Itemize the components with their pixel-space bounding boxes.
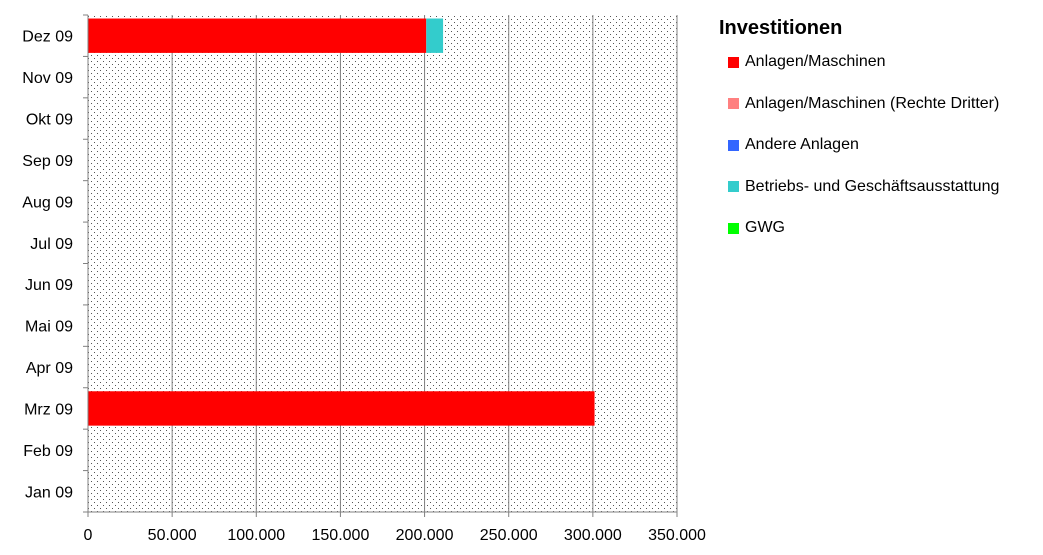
legend-swatch <box>728 139 739 151</box>
legend-item: GWG <box>719 218 1039 238</box>
legend-swatch <box>728 56 739 68</box>
x-tick-label-1: 50.000 <box>148 527 197 544</box>
legend-label: GWG <box>745 219 785 236</box>
y-tick-label-7: Aug 09 <box>22 194 73 211</box>
legend-item: Anlagen/Maschinen (Rechte Dritter) <box>719 94 1039 114</box>
y-tick-label-2: Mrz 09 <box>24 401 73 418</box>
x-tick-label-5: 250.000 <box>480 527 538 544</box>
legend-label: Anlagen/Maschinen (Rechte Dritter) <box>745 94 1000 112</box>
legend-item: Andere Anlagen <box>719 135 1039 155</box>
plot-area <box>88 15 677 512</box>
x-tick-label-2: 100.000 <box>227 527 285 544</box>
legend-swatch <box>728 98 739 109</box>
x-tick-label-0: 0 <box>84 527 93 544</box>
y-tick-label-4: Mai 09 <box>25 319 73 336</box>
x-tick-label-6: 300.000 <box>564 527 622 544</box>
y-tick-label-3: Apr 09 <box>26 360 73 377</box>
chart-legend: Investitionen Anlagen/Maschinen Anlagen/M… <box>719 17 1039 260</box>
x-tick-label-7: 350.000 <box>648 527 706 544</box>
y-tick-label-11: Dez 09 <box>22 29 73 46</box>
bar-0-2 <box>88 391 595 426</box>
bar-0-11 <box>88 18 427 53</box>
legend-title: Investitionen <box>719 17 843 39</box>
legend-swatch <box>728 222 739 234</box>
y-tick-label-8: Sep 09 <box>22 153 73 170</box>
y-tick-label-10: Nov 09 <box>22 70 73 87</box>
x-tick-label-3: 150.000 <box>312 527 370 544</box>
y-tick-label-0: Jan 09 <box>25 484 73 501</box>
legend-item: Anlagen/Maschinen <box>719 52 1039 72</box>
y-tick-label-6: Jul 09 <box>30 236 73 253</box>
y-tick-label-1: Feb 09 <box>23 443 73 460</box>
legend-item: Betriebs- und Geschäftsausstattung <box>719 177 1039 197</box>
y-tick-label-9: Okt 09 <box>26 112 73 129</box>
legend-label: Betriebs- und Geschäftsausstattung <box>745 177 1000 195</box>
legend-label: Andere Anlagen <box>745 136 859 153</box>
legend-label: Anlagen/Maschinen <box>745 53 886 70</box>
x-tick-label-4: 200.000 <box>396 527 454 544</box>
legend-swatch <box>728 181 739 192</box>
y-tick-label-5: Jun 09 <box>25 277 73 294</box>
bar-3-11 <box>426 18 444 53</box>
